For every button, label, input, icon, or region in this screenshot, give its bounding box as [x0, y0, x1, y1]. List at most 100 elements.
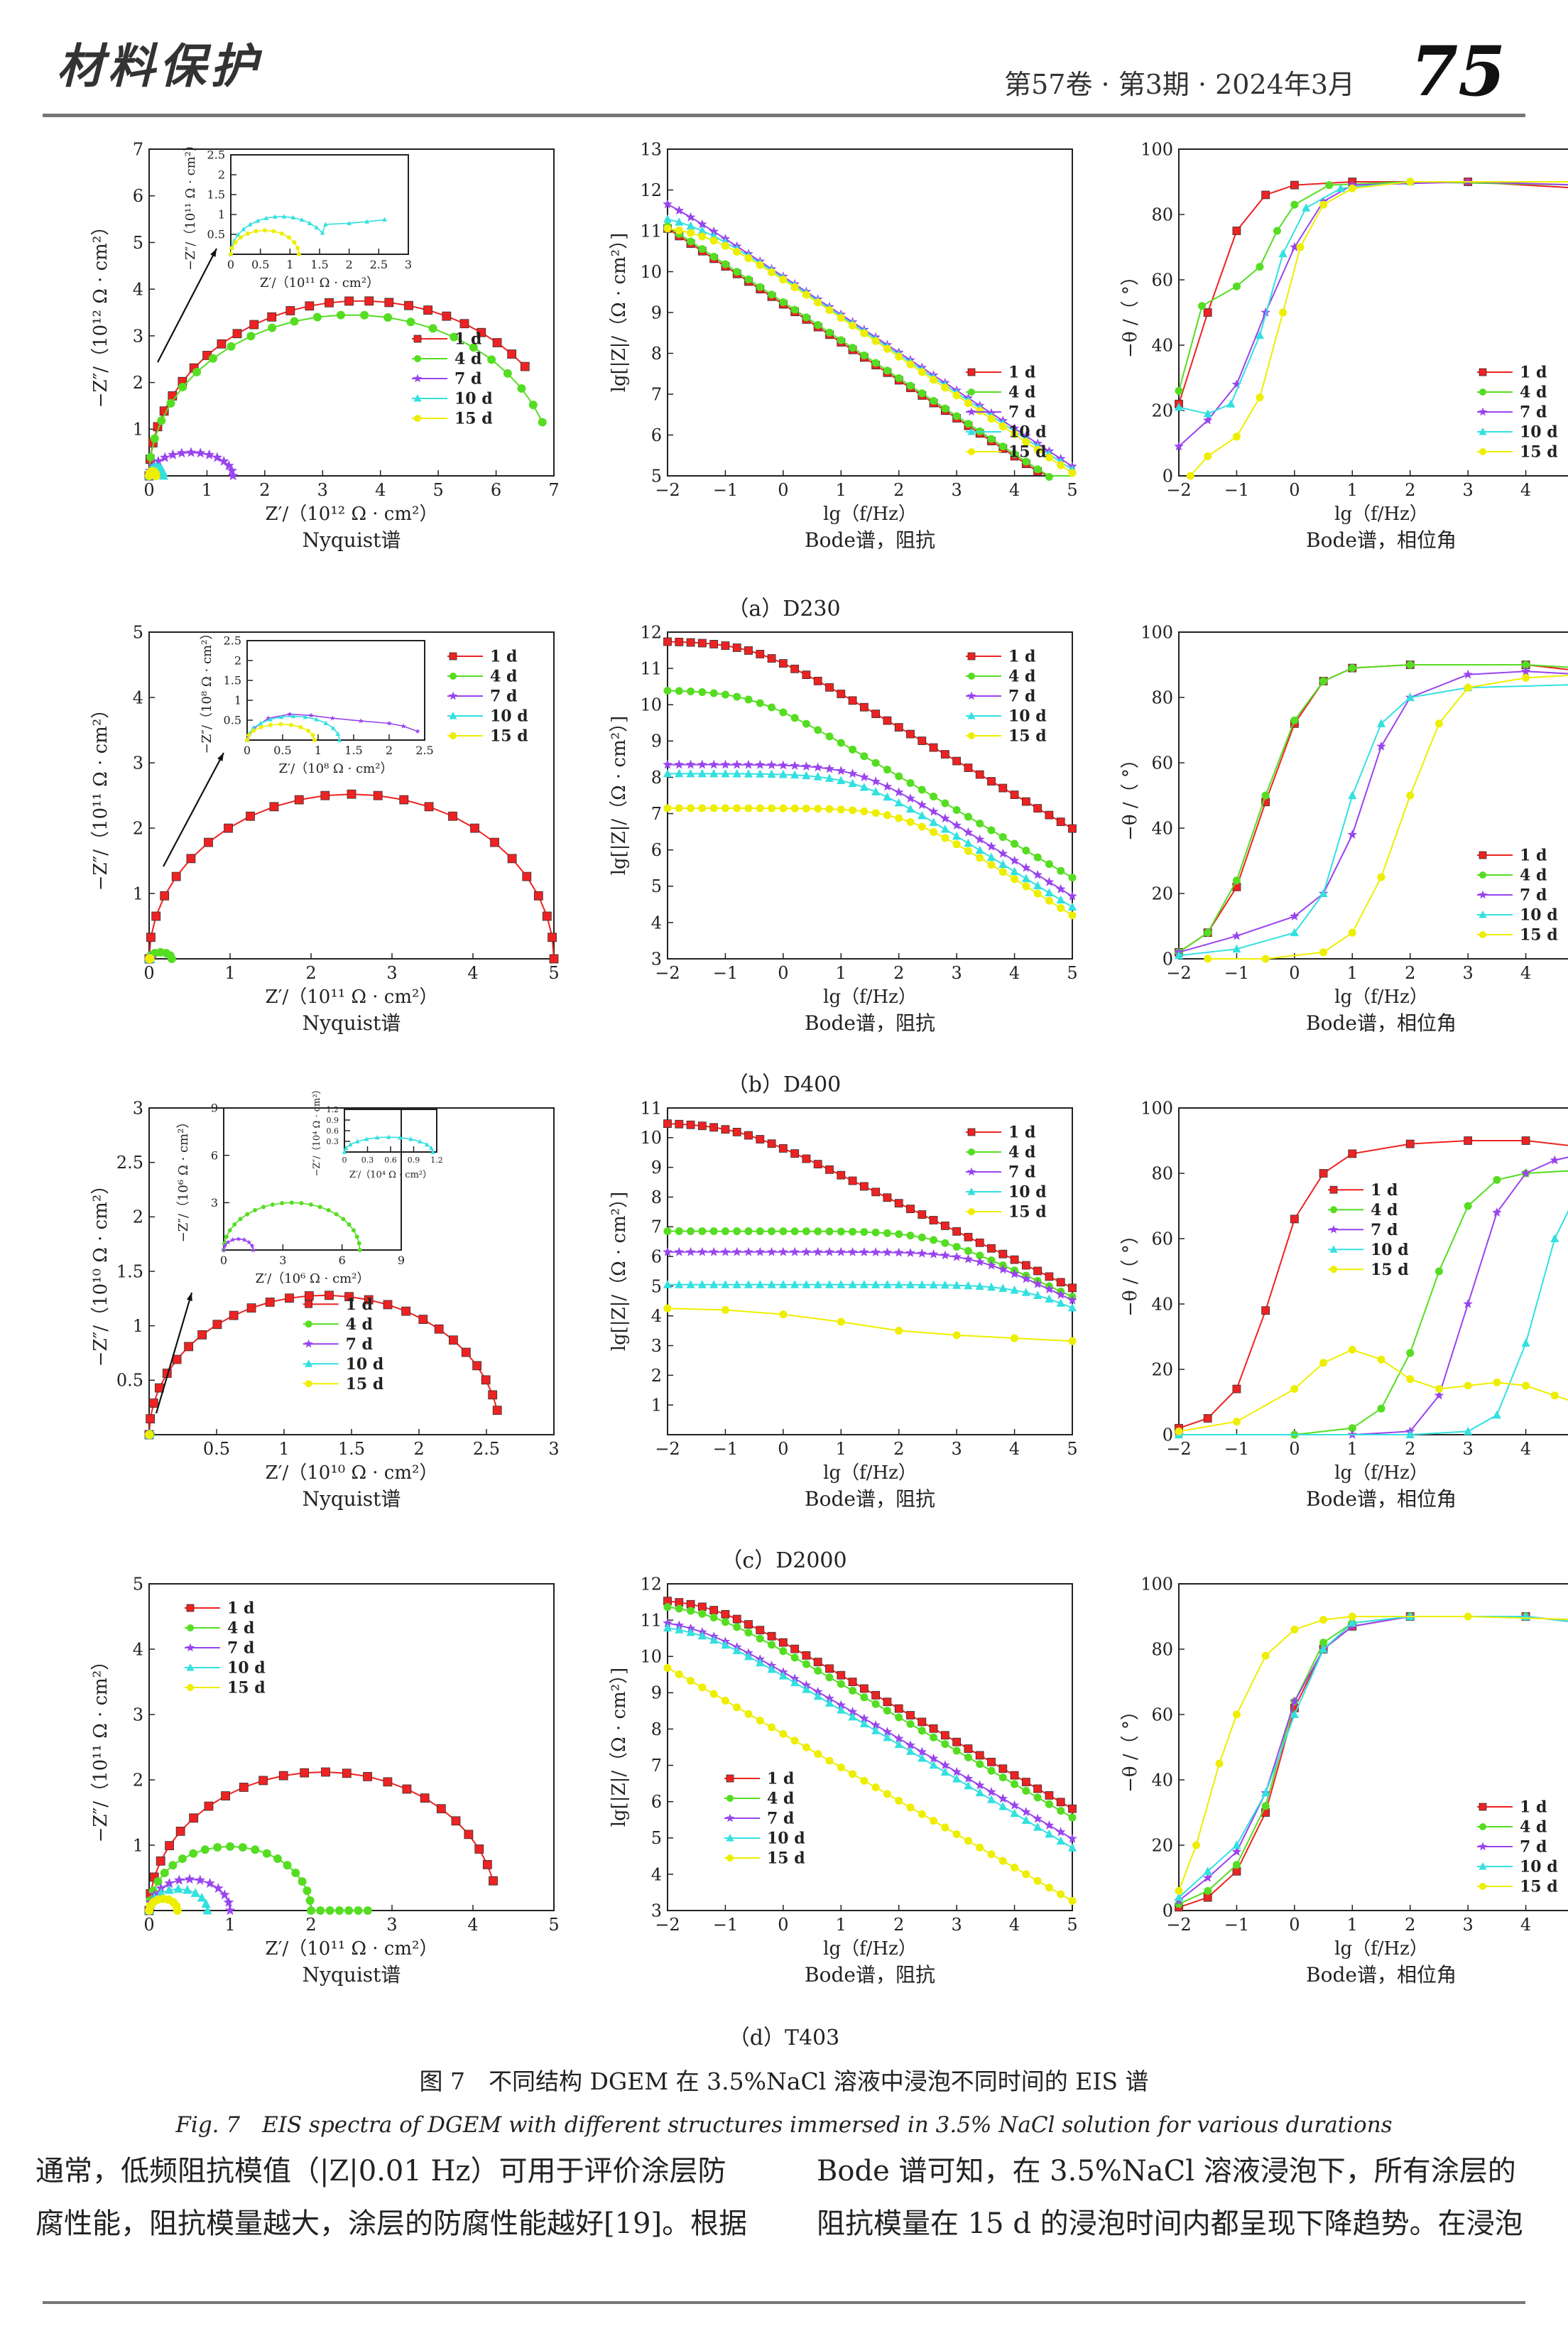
data-point [1492, 1207, 1502, 1217]
legend-marker [1479, 1862, 1487, 1870]
x-tick-label: 0.3 [361, 1156, 374, 1165]
data-point [894, 798, 903, 807]
y-tick-label: 4 [133, 688, 143, 707]
data-point [1232, 944, 1241, 953]
data-point [663, 768, 673, 778]
data-point [227, 464, 237, 475]
data-point [1522, 661, 1530, 669]
x-tick-label: 3 [1463, 963, 1474, 983]
data-point [675, 1227, 683, 1236]
x-tick-label: 5 [1067, 1915, 1077, 1935]
data-point [1261, 307, 1270, 317]
inset-data-point [224, 1234, 229, 1239]
data-point [812, 762, 823, 772]
chart-title: Bode谱，阻抗 [805, 1487, 935, 1511]
legend: 1 d4 d7 d10 d15 d [1477, 847, 1558, 945]
data-point [906, 381, 915, 390]
data-point [941, 1823, 949, 1832]
data-point [1376, 741, 1386, 751]
inset-plot: 0 0.5 1 1.5 2 2.5 3 0.5 1 1.5 2 2.5 Z′/（10¹¹ Ω · cm²… [183, 138, 412, 290]
data-point [1319, 948, 1328, 957]
data-point [1021, 1815, 1030, 1824]
chart-c-nyquist: 0.5 1 1.5 2 2.5 3 0.5 1 1.5 2 2.5 3 Z′/（10¹⁰ Ω · cm²… [90, 1085, 568, 1520]
data-point [930, 828, 938, 837]
x-tick-label: 2 [893, 1915, 904, 1935]
data-point [373, 790, 383, 800]
data-point [474, 1844, 484, 1854]
data-point [1203, 409, 1212, 418]
data-point [1521, 1338, 1530, 1347]
legend-marker [1479, 1823, 1486, 1830]
data-point [492, 338, 502, 347]
data-point [987, 861, 996, 869]
data-point [686, 1627, 695, 1636]
x-tick-label: 3 [548, 1439, 559, 1459]
legend-label: 7 d [1520, 886, 1547, 905]
data-point [952, 1830, 961, 1838]
chart-svg: −2 −1 0 1 2 3 4 53456789101112lg（f/Hz）lg[|Z|/（Ω… [609, 622, 1078, 1035]
data-point [183, 1884, 192, 1894]
x-tick-label: −2 [655, 1915, 680, 1935]
data-point [929, 1760, 938, 1769]
inset-data-point [281, 214, 287, 219]
legend-label: 4 d [1520, 1818, 1547, 1837]
inset-data-point [268, 722, 273, 727]
x-tick-label: 4 [375, 480, 386, 500]
data-point [1464, 1426, 1473, 1435]
legend-marker [1330, 1206, 1337, 1214]
chart-title: Bode谱，阻抗 [805, 1963, 935, 1987]
data-point [998, 833, 1007, 842]
series-4-d [1175, 1169, 1568, 1439]
data-point [472, 1361, 482, 1371]
inset-data-point [347, 1222, 352, 1227]
data-point [802, 771, 811, 780]
inset-data-point [343, 1145, 349, 1151]
data-point [192, 367, 202, 376]
chart-title: Nyquist谱 [303, 1963, 401, 1987]
data-point [986, 841, 996, 851]
data-point [1068, 1337, 1077, 1345]
y-tick-label: 9 [651, 1683, 662, 1703]
y-tick-label: 1 [218, 208, 225, 222]
x-tick-label: 5 [548, 1915, 559, 1935]
data-point [1022, 882, 1030, 891]
legend-marker [968, 673, 975, 680]
data-point [883, 344, 891, 353]
data-point [202, 1905, 212, 1915]
data-point [1406, 1349, 1415, 1357]
data-point [813, 1658, 822, 1666]
data-point [709, 1227, 718, 1236]
data-point [146, 1414, 156, 1424]
legend: 1 d4 d7 d10 d15 d [966, 364, 1047, 462]
data-point [998, 1773, 1007, 1782]
legend-marker [967, 1128, 976, 1136]
y-tick-label: 6 [651, 840, 662, 860]
data-point [697, 639, 707, 648]
data-point [686, 221, 695, 230]
x-tick-label: 3 [317, 480, 328, 500]
legend-marker [967, 712, 976, 719]
data-point [1021, 874, 1030, 883]
data-point [1045, 860, 1053, 869]
data-point [883, 1732, 892, 1742]
data-point [1033, 445, 1042, 454]
data-point [929, 1280, 938, 1289]
data-point [895, 814, 903, 822]
legend-marker [726, 1854, 734, 1862]
inset-data-point [286, 235, 291, 240]
data-point [663, 686, 672, 695]
data-point [976, 407, 984, 415]
data-point [246, 811, 255, 821]
y-tick-label: 0 [1163, 949, 1173, 969]
inset-data-point [245, 738, 249, 742]
data-point [687, 688, 695, 696]
data-point [975, 1788, 984, 1797]
y-tick-label: 13 [640, 139, 662, 159]
x-tick-label: 2 [893, 1439, 904, 1459]
data-point [1232, 282, 1241, 290]
data-point [1434, 719, 1443, 728]
legend-label: 15 d [227, 1679, 266, 1697]
data-point [686, 768, 695, 778]
data-point [159, 452, 170, 462]
data-point [246, 332, 256, 341]
